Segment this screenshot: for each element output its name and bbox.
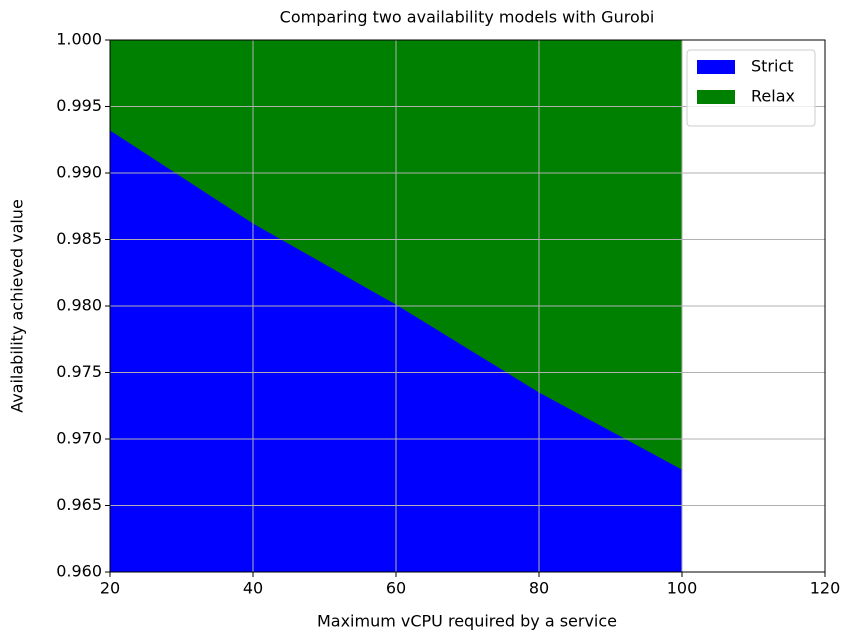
x-tick-label: 120 (810, 579, 841, 598)
y-tick-label: 0.965 (56, 495, 102, 514)
y-tick-label: 0.995 (56, 96, 102, 115)
x-tick-label: 40 (243, 579, 263, 598)
y-tick-label: 0.980 (56, 296, 102, 315)
y-tick-label: 0.970 (56, 429, 102, 448)
y-axis-label: Availability achieved value (8, 199, 27, 413)
legend-swatch (697, 90, 735, 104)
x-tick-label: 20 (100, 579, 120, 598)
y-tick-label: 0.985 (56, 229, 102, 248)
x-tick-label: 60 (386, 579, 406, 598)
y-tick-label: 1.000 (56, 30, 102, 49)
x-axis-label: Maximum vCPU required by a service (317, 612, 617, 631)
y-tick-label: 0.960 (56, 562, 102, 581)
x-tick-label: 80 (529, 579, 549, 598)
y-tick-label: 0.990 (56, 163, 102, 182)
x-tick-label: 100 (667, 579, 698, 598)
legend-label: Strict (751, 57, 794, 76)
y-tick-label: 0.975 (56, 362, 102, 381)
legend-swatch (697, 60, 735, 74)
plot-frame (109, 39, 826, 573)
chart-title: Comparing two availability models with G… (280, 8, 655, 27)
legend-label: Relax (751, 87, 795, 106)
